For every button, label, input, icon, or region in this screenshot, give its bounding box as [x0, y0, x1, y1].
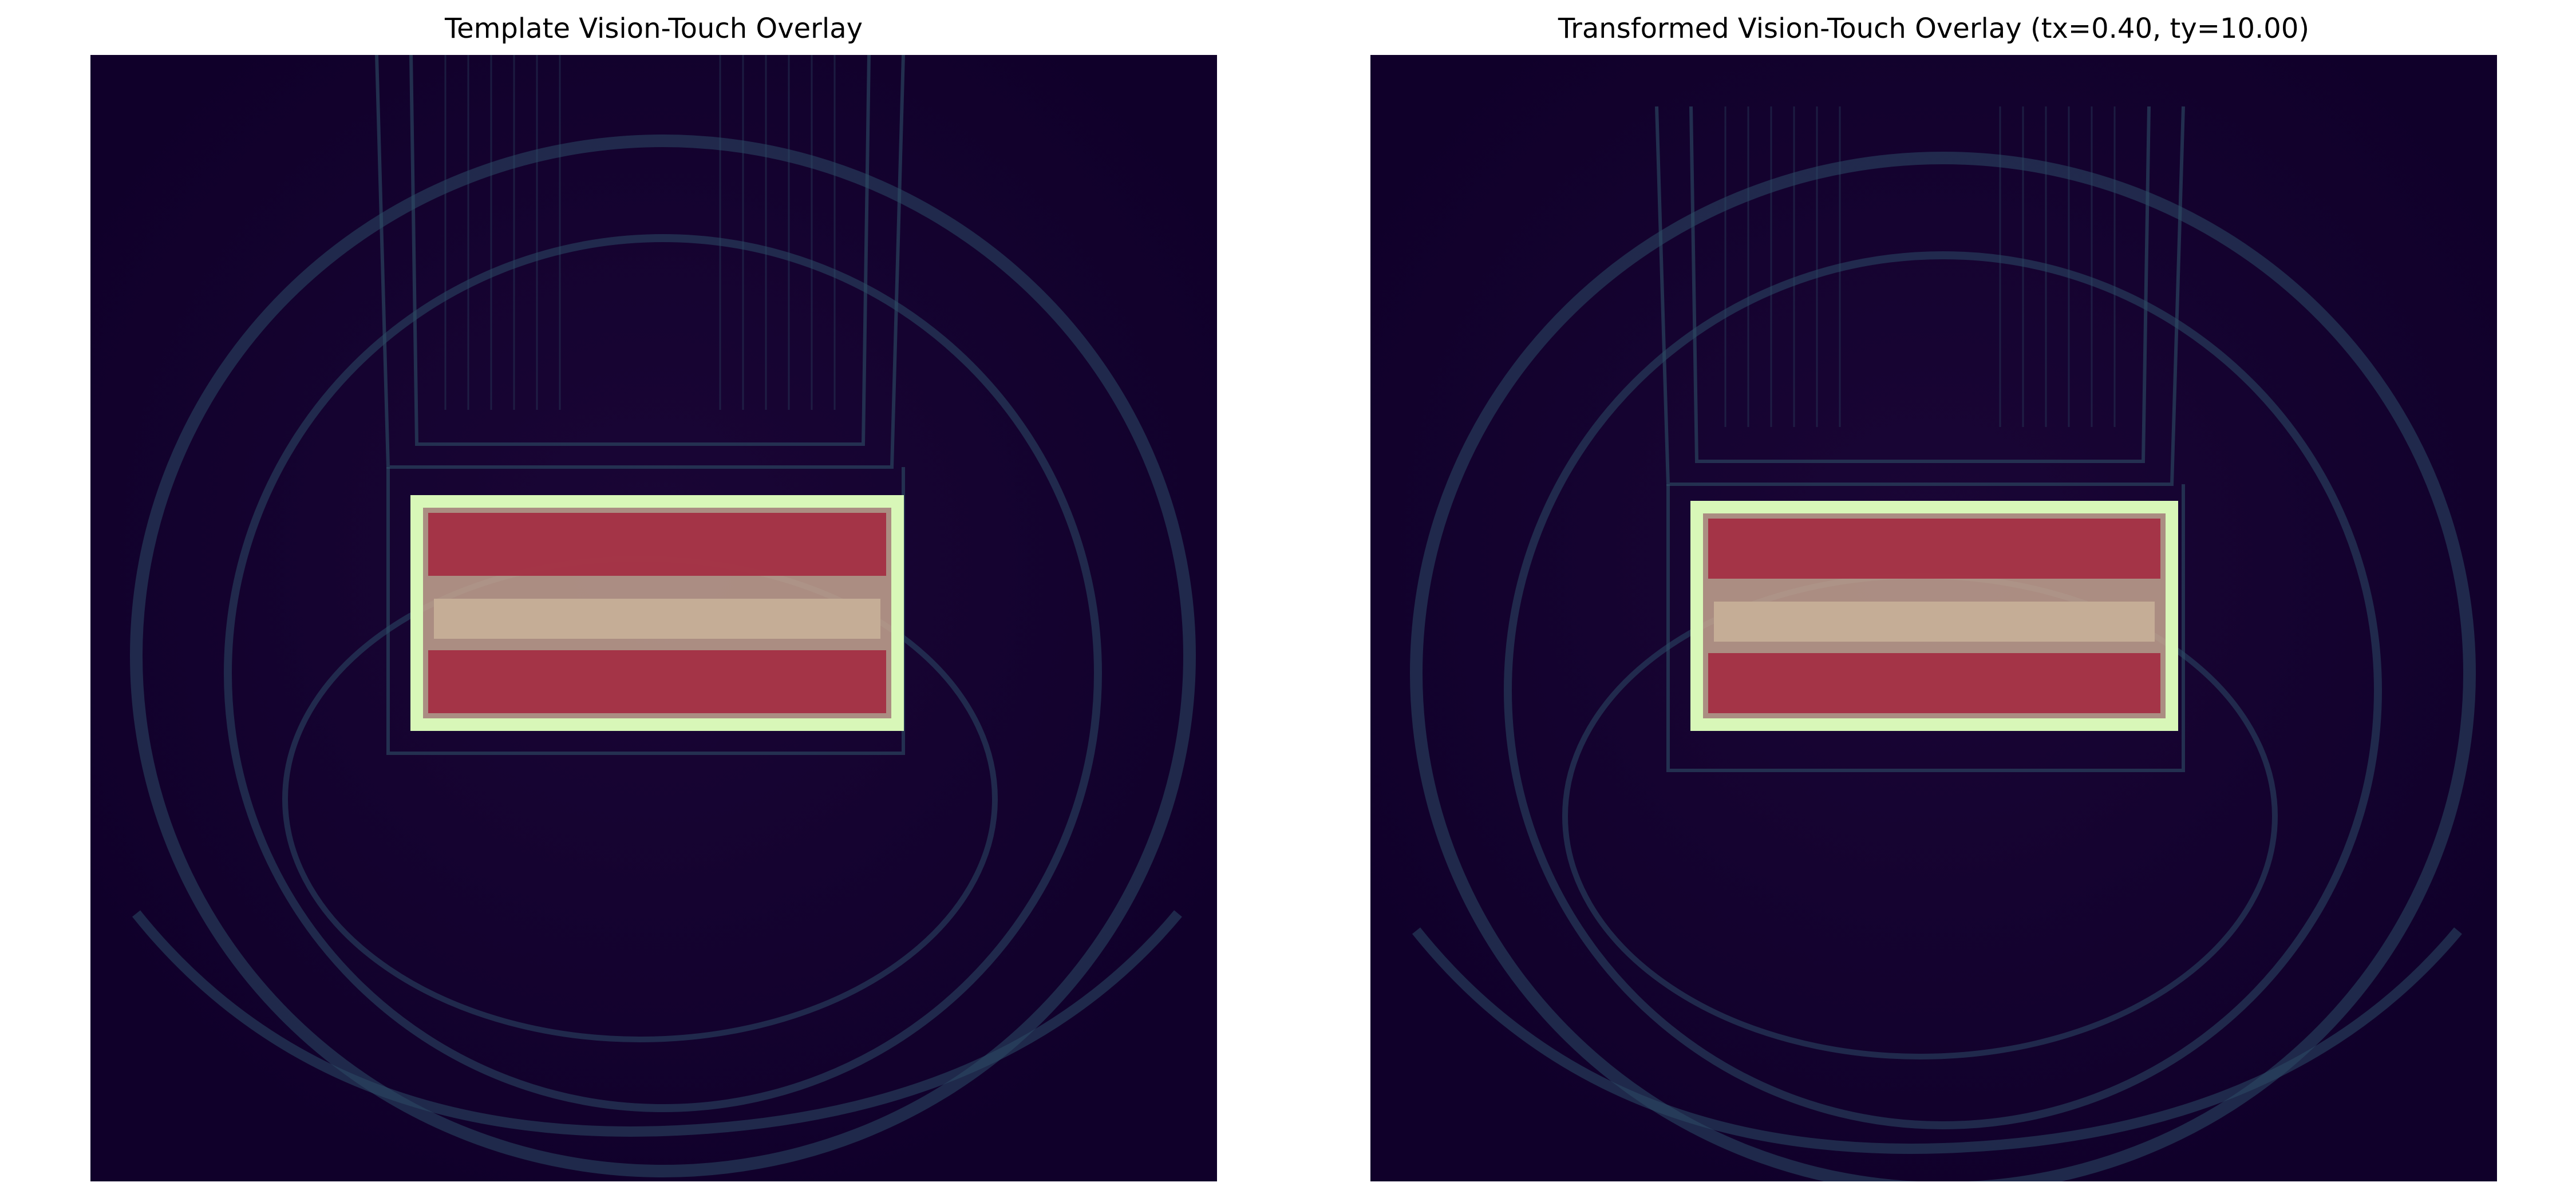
panel-right — [1370, 55, 2497, 1181]
template-overlay-image — [90, 55, 1217, 1181]
transformed-overlay-image — [1370, 55, 2497, 1181]
connector-overlay-right — [1690, 501, 2178, 731]
connector-overlay-left — [410, 495, 904, 731]
panel-left-title: Template Vision-Touch Overlay — [444, 13, 863, 45]
panel-right-title: Transformed Vision-Touch Overlay (tx=0.4… — [1558, 13, 2310, 45]
panel-left — [90, 55, 1217, 1181]
